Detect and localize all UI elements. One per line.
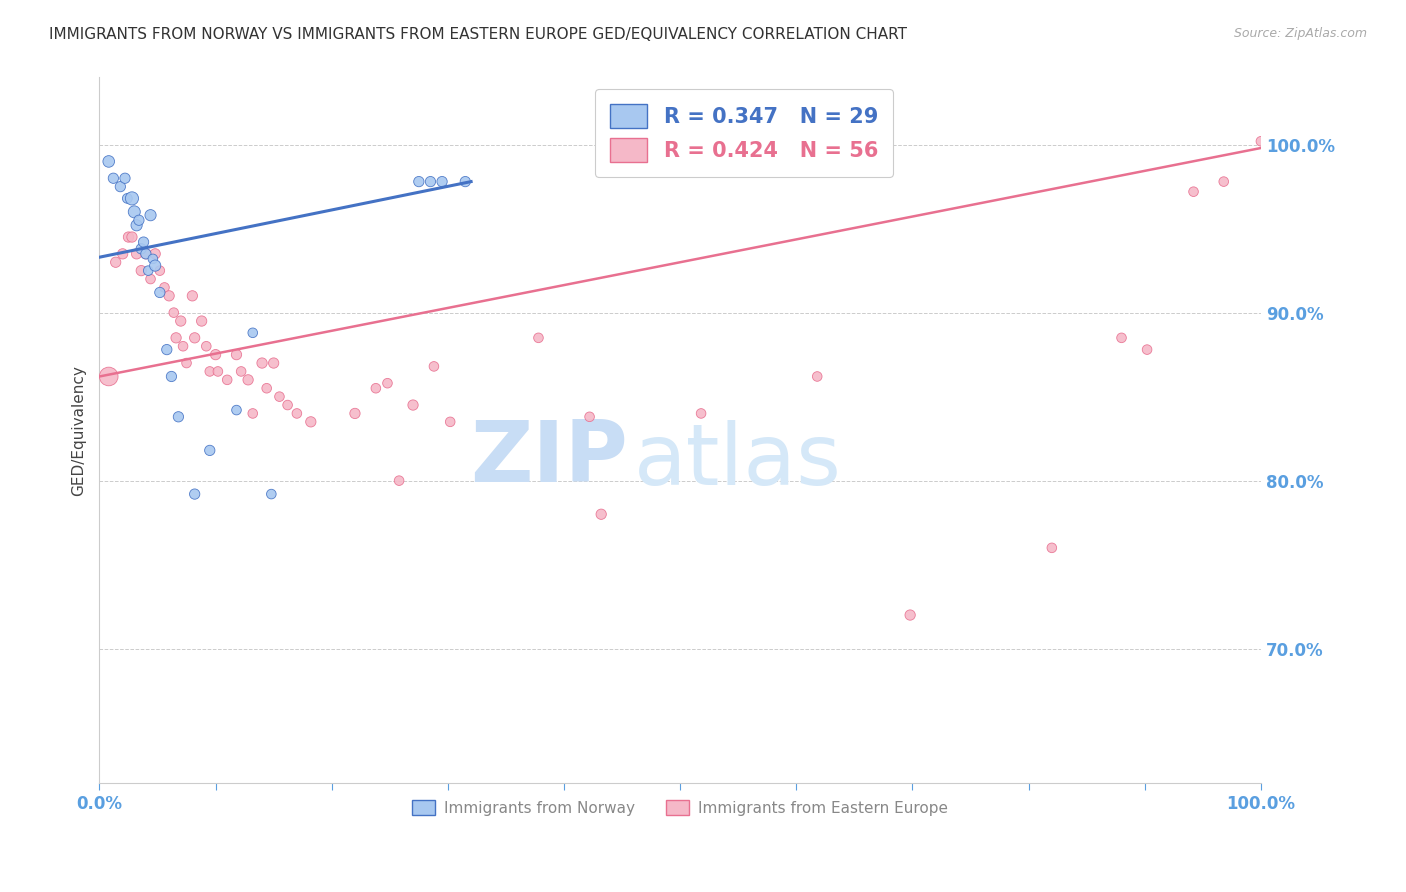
Point bbox=[183, 487, 205, 501]
Point bbox=[591, 508, 613, 522]
Point bbox=[170, 314, 193, 328]
Point bbox=[121, 191, 143, 205]
Legend: Immigrants from Norway, Immigrants from Eastern Europe: Immigrants from Norway, Immigrants from … bbox=[404, 790, 957, 825]
Point bbox=[217, 373, 239, 387]
Point bbox=[377, 376, 399, 391]
Text: atlas: atlas bbox=[634, 420, 842, 503]
Point bbox=[1212, 175, 1234, 189]
Point bbox=[139, 208, 162, 222]
Point bbox=[299, 415, 322, 429]
Point bbox=[156, 343, 179, 357]
Point bbox=[364, 381, 387, 395]
Point bbox=[153, 280, 176, 294]
Point bbox=[1136, 343, 1159, 357]
Point bbox=[527, 331, 550, 345]
Point bbox=[121, 230, 143, 244]
Point bbox=[408, 175, 430, 189]
Point bbox=[143, 247, 166, 261]
Point bbox=[388, 474, 411, 488]
Point bbox=[172, 339, 194, 353]
Point bbox=[402, 398, 425, 412]
Point bbox=[231, 364, 253, 378]
Point bbox=[149, 285, 172, 300]
Text: IMMIGRANTS FROM NORWAY VS IMMIGRANTS FROM EASTERN EUROPE GED/EQUIVALENCY CORRELA: IMMIGRANTS FROM NORWAY VS IMMIGRANTS FRO… bbox=[49, 27, 907, 42]
Text: ZIP: ZIP bbox=[470, 417, 628, 500]
Point bbox=[117, 191, 139, 205]
Point bbox=[183, 331, 205, 345]
Point bbox=[125, 219, 148, 233]
Point bbox=[143, 259, 166, 273]
Point bbox=[242, 326, 264, 340]
Point bbox=[117, 230, 139, 244]
Point bbox=[160, 369, 183, 384]
Point bbox=[176, 356, 198, 370]
Point bbox=[419, 175, 441, 189]
Point bbox=[578, 409, 600, 424]
Point bbox=[195, 339, 218, 353]
Point bbox=[225, 348, 247, 362]
Point bbox=[149, 263, 172, 277]
Point bbox=[423, 359, 446, 374]
Point bbox=[256, 381, 278, 395]
Point bbox=[806, 369, 828, 384]
Point bbox=[198, 364, 221, 378]
Point bbox=[114, 171, 136, 186]
Point bbox=[204, 348, 226, 362]
Point bbox=[269, 390, 291, 404]
Point bbox=[142, 252, 165, 266]
Point bbox=[165, 331, 187, 345]
Point bbox=[97, 154, 120, 169]
Point bbox=[136, 263, 159, 277]
Point bbox=[132, 235, 155, 249]
Point bbox=[139, 272, 162, 286]
Point bbox=[104, 255, 127, 269]
Point bbox=[439, 415, 461, 429]
Point bbox=[181, 289, 204, 303]
Point bbox=[343, 406, 366, 420]
Point bbox=[277, 398, 299, 412]
Point bbox=[167, 409, 190, 424]
Point bbox=[454, 175, 477, 189]
Point bbox=[128, 213, 150, 227]
Point bbox=[1182, 185, 1205, 199]
Point bbox=[129, 263, 152, 277]
Point bbox=[110, 179, 132, 194]
Point bbox=[157, 289, 180, 303]
Point bbox=[250, 356, 273, 370]
Point bbox=[207, 364, 229, 378]
Point bbox=[97, 369, 120, 384]
Text: Source: ZipAtlas.com: Source: ZipAtlas.com bbox=[1233, 27, 1367, 40]
Point bbox=[285, 406, 308, 420]
Point bbox=[1040, 541, 1063, 555]
Point bbox=[260, 487, 283, 501]
Point bbox=[135, 247, 157, 261]
Point bbox=[430, 175, 453, 189]
Point bbox=[135, 247, 157, 261]
Point bbox=[163, 305, 186, 319]
Point bbox=[1250, 134, 1272, 148]
Point bbox=[111, 247, 134, 261]
Point bbox=[263, 356, 285, 370]
Point bbox=[190, 314, 212, 328]
Point bbox=[225, 403, 247, 417]
Point bbox=[124, 204, 146, 219]
Point bbox=[1111, 331, 1133, 345]
Y-axis label: GED/Equivalency: GED/Equivalency bbox=[72, 365, 86, 496]
Point bbox=[103, 171, 125, 186]
Point bbox=[690, 406, 713, 420]
Point bbox=[236, 373, 259, 387]
Point bbox=[198, 443, 221, 458]
Point bbox=[242, 406, 264, 420]
Point bbox=[898, 608, 921, 623]
Point bbox=[125, 247, 148, 261]
Point bbox=[129, 242, 152, 256]
